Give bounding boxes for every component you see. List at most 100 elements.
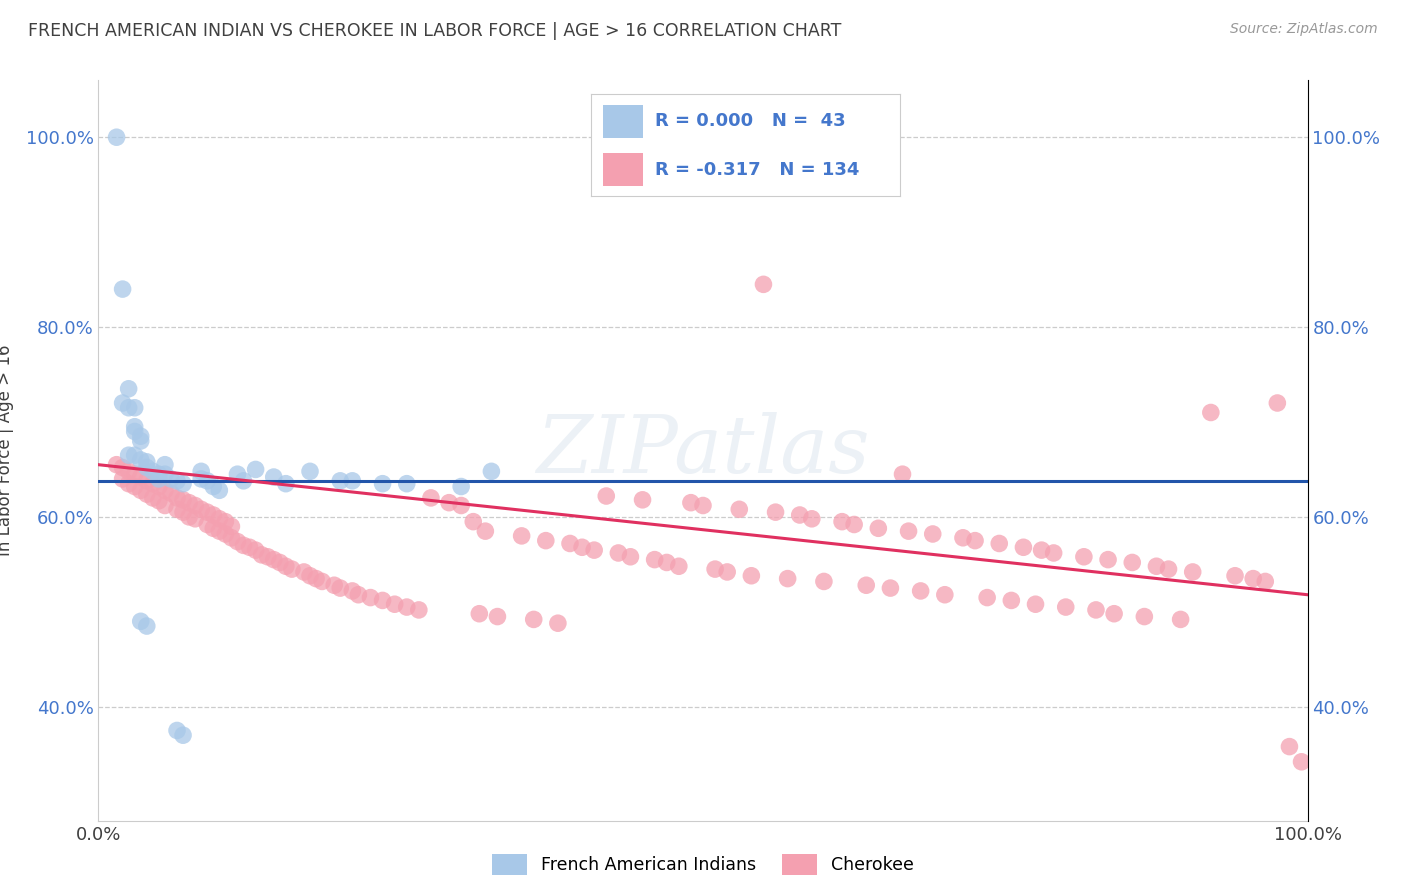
- Point: [118, 464, 141, 478]
- Point: [245, 462, 267, 476]
- Point: [142, 476, 165, 491]
- Point: [342, 474, 364, 488]
- Point: [195, 474, 218, 488]
- Point: [468, 607, 491, 621]
- Point: [118, 401, 141, 415]
- Point: [202, 521, 225, 535]
- Point: [160, 486, 183, 500]
- Point: [583, 543, 606, 558]
- Point: [111, 282, 134, 296]
- Point: [668, 559, 690, 574]
- Point: [111, 460, 134, 475]
- Point: [129, 453, 152, 467]
- Point: [208, 483, 231, 498]
- Point: [855, 578, 877, 592]
- Point: [704, 562, 727, 576]
- Point: [329, 581, 352, 595]
- Point: [281, 562, 304, 576]
- Point: [384, 597, 406, 611]
- Point: [124, 401, 146, 415]
- Point: [408, 603, 430, 617]
- Point: [166, 474, 188, 488]
- Point: [124, 467, 146, 482]
- Point: [1102, 607, 1125, 621]
- Point: [631, 492, 654, 507]
- Point: [1031, 543, 1053, 558]
- Point: [523, 612, 546, 626]
- Point: [1024, 597, 1046, 611]
- Point: [148, 472, 170, 486]
- Point: [172, 728, 194, 742]
- Point: [486, 609, 509, 624]
- Point: [184, 512, 207, 526]
- Point: [897, 524, 920, 538]
- Point: [607, 546, 630, 560]
- Point: [179, 509, 201, 524]
- Point: [1133, 609, 1156, 624]
- Point: [148, 493, 170, 508]
- Legend: French American Indians, Cherokee: French American Indians, Cherokee: [492, 854, 914, 875]
- Point: [360, 591, 382, 605]
- Point: [934, 588, 956, 602]
- Point: [166, 723, 188, 738]
- Point: [129, 483, 152, 498]
- Point: [558, 536, 581, 550]
- Point: [1157, 562, 1180, 576]
- Bar: [603, 105, 643, 137]
- Point: [263, 470, 285, 484]
- Point: [965, 533, 987, 548]
- Point: [1054, 600, 1077, 615]
- Point: [1000, 593, 1022, 607]
- Point: [135, 474, 157, 488]
- Point: [195, 505, 218, 519]
- Point: [450, 479, 472, 493]
- Point: [239, 541, 262, 555]
- Point: [190, 502, 212, 516]
- Point: [371, 476, 394, 491]
- Point: [765, 505, 787, 519]
- Point: [292, 565, 315, 579]
- Point: [571, 541, 593, 555]
- Point: [118, 448, 141, 462]
- Point: [111, 472, 134, 486]
- Point: [1085, 603, 1108, 617]
- Point: [124, 448, 146, 462]
- Point: [1073, 549, 1095, 564]
- Point: [1291, 755, 1313, 769]
- Point: [323, 578, 346, 592]
- Point: [172, 476, 194, 491]
- Text: R = 0.000   N =  43: R = 0.000 N = 43: [655, 112, 846, 130]
- Point: [1042, 546, 1064, 560]
- Point: [655, 556, 678, 570]
- Point: [153, 499, 176, 513]
- Point: [800, 512, 823, 526]
- Point: [208, 524, 231, 538]
- Point: [976, 591, 998, 605]
- Point: [232, 474, 254, 488]
- Point: [135, 460, 157, 475]
- Point: [789, 508, 811, 522]
- Text: ZIPatlas: ZIPatlas: [536, 412, 870, 489]
- Point: [274, 476, 297, 491]
- Point: [547, 616, 569, 631]
- Point: [844, 517, 866, 532]
- Point: [474, 524, 496, 538]
- Point: [679, 496, 702, 510]
- Point: [1170, 612, 1192, 626]
- Point: [202, 508, 225, 522]
- Point: [395, 476, 418, 491]
- Point: [135, 487, 157, 501]
- Point: [728, 502, 751, 516]
- Point: [190, 464, 212, 478]
- Point: [619, 549, 641, 564]
- Point: [269, 556, 291, 570]
- Point: [1146, 559, 1168, 574]
- Point: [148, 467, 170, 482]
- Point: [129, 434, 152, 448]
- Point: [1278, 739, 1301, 754]
- Bar: [603, 153, 643, 186]
- Point: [347, 588, 370, 602]
- Point: [142, 491, 165, 505]
- Point: [166, 502, 188, 516]
- Point: [1121, 556, 1143, 570]
